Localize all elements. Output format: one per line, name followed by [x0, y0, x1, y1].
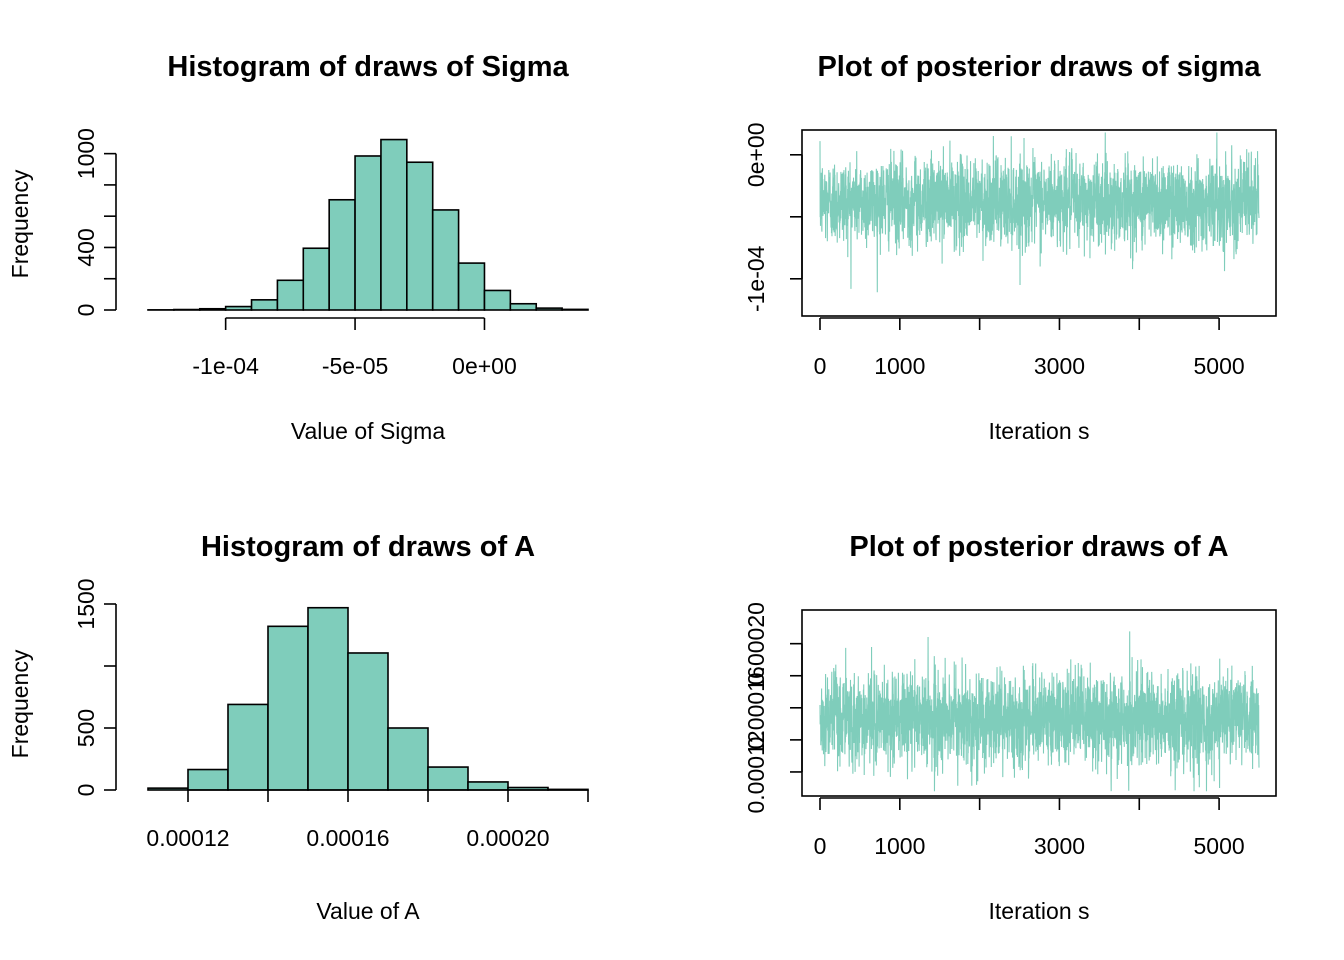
trace-line — [819, 631, 1260, 792]
y-tick-label: 0.00016 — [743, 666, 769, 749]
x-tick-label: -1e-04 — [192, 353, 259, 379]
y-axis: 0 400 1000 — [73, 128, 117, 317]
bars — [147, 606, 589, 791]
histogram-bar — [147, 787, 189, 791]
y-tick-label: 0e+00 — [743, 122, 769, 187]
x-axis-label: Value of A — [316, 898, 420, 924]
y-tick-label: -1e-04 — [743, 245, 769, 312]
histogram-bar — [347, 652, 389, 791]
x-axis: 0 1000 3000 5000 — [814, 797, 1245, 859]
histogram-bar — [509, 302, 538, 311]
histogram-bar — [467, 781, 509, 791]
y-axis: 0 500 1500 — [73, 578, 117, 797]
histogram-bar — [227, 703, 269, 791]
histogram-bar — [198, 307, 227, 311]
x-axis: 0.00012 0.00016 0.00020 — [146, 789, 589, 851]
histogram-bar — [307, 606, 349, 791]
y-tick-label: 400 — [73, 228, 99, 266]
histogram-bar — [387, 727, 429, 791]
panel-a-trace: Plot of posterior draws of A Iteration s… — [743, 531, 1277, 924]
histogram-bar — [276, 279, 305, 311]
x-tick-label: 5000 — [1194, 833, 1245, 859]
x-axis: -1e-04 -5e-05 0e+00 — [192, 317, 517, 379]
chart-title: Histogram of draws of Sigma — [167, 51, 569, 83]
x-tick-label: 1000 — [874, 353, 925, 379]
panel-sigma-histogram: Histogram of draws of Sigma Value of Sig… — [7, 51, 589, 444]
histogram-bar — [427, 766, 469, 791]
bars — [147, 138, 589, 311]
histogram-bar — [483, 289, 512, 311]
panel-sigma-trace: Plot of posterior draws of sigma Iterati… — [743, 51, 1277, 444]
y-tick-label: 0 — [73, 304, 99, 317]
histogram-bar — [328, 198, 356, 311]
trace-series — [819, 631, 1260, 792]
x-tick-label: 0.00012 — [146, 825, 229, 851]
trace-series — [819, 132, 1260, 293]
trace-line — [819, 132, 1260, 293]
y-tick-label: 1500 — [73, 578, 99, 629]
histogram-bar — [187, 768, 229, 791]
y-tick-label: 1000 — [73, 128, 99, 179]
chart-title: Plot of posterior draws of sigma — [817, 51, 1261, 83]
y-axis-label: Frequency — [7, 169, 33, 278]
x-tick-label: 0e+00 — [452, 353, 517, 379]
y-axis: -1e-04 0e+00 — [743, 122, 803, 312]
x-tick-label: 0 — [814, 833, 827, 859]
histogram-bar — [302, 247, 330, 311]
histogram-bar — [457, 262, 486, 311]
x-tick-label: 0.00020 — [466, 825, 549, 851]
histogram-bar — [561, 308, 589, 311]
histogram-bar — [431, 209, 460, 311]
y-tick-label: 0 — [73, 784, 99, 797]
x-tick-label: 3000 — [1034, 353, 1085, 379]
y-tick-label: 0.00020 — [743, 602, 769, 685]
histogram-bar — [406, 161, 434, 311]
x-axis-label: Iteration s — [989, 418, 1090, 444]
chart-title: Plot of posterior draws of A — [849, 531, 1228, 563]
histogram-bar — [354, 155, 382, 311]
x-axis-label: Value of Sigma — [291, 418, 445, 444]
x-tick-label: -5e-05 — [322, 353, 388, 379]
histogram-bar — [380, 138, 408, 311]
x-axis: 0 1000 3000 5000 — [814, 317, 1245, 379]
histogram-bar — [535, 307, 563, 311]
x-tick-label: 0.00016 — [306, 825, 389, 851]
histogram-bar — [267, 625, 309, 791]
panel-a-histogram: Histogram of draws of A Value of A Frequ… — [7, 531, 589, 924]
x-tick-label: 1000 — [874, 833, 925, 859]
x-tick-label: 5000 — [1194, 353, 1245, 379]
x-tick-label: 3000 — [1034, 833, 1085, 859]
y-tick-label: 0.00012 — [743, 730, 769, 813]
y-axis-label: Frequency — [7, 649, 33, 758]
y-tick-label: 500 — [73, 709, 99, 747]
histogram-bar — [224, 305, 253, 311]
histogram-bar — [250, 299, 279, 311]
chart-title: Histogram of draws of A — [201, 531, 535, 563]
x-axis-label: Iteration s — [989, 898, 1090, 924]
x-tick-label: 0 — [814, 353, 827, 379]
